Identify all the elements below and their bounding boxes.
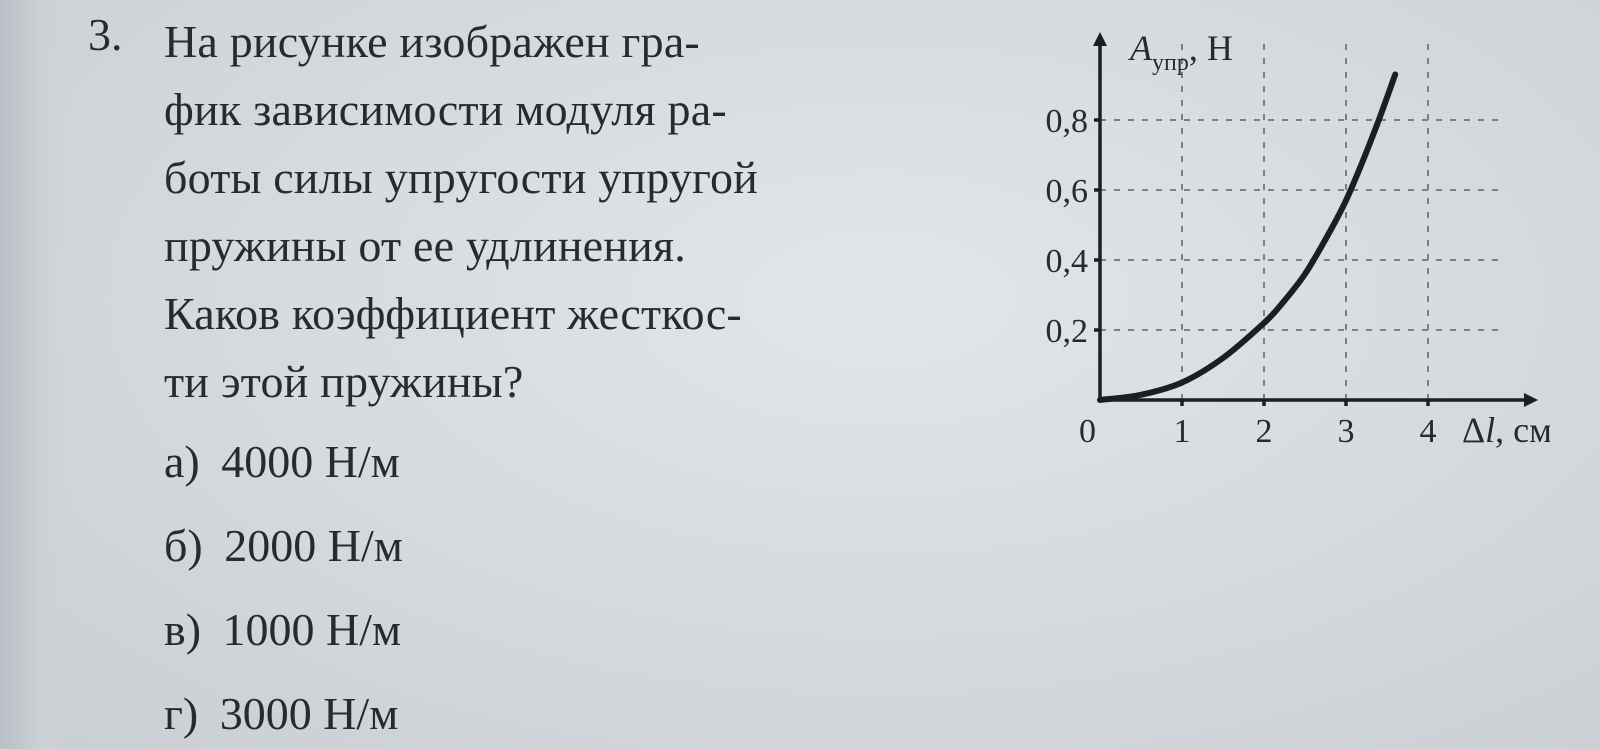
answer-label: г): [164, 688, 198, 739]
svg-text:0,4: 0,4: [1046, 243, 1089, 280]
svg-text:0: 0: [1079, 413, 1096, 450]
svg-text:0,8: 0,8: [1046, 103, 1089, 140]
answer-value: 4000 Н/м: [221, 436, 400, 487]
svg-text:2: 2: [1256, 413, 1273, 450]
answer-value: 1000 Н/м: [223, 604, 402, 655]
answer-option: в) 1000 Н/м: [164, 588, 403, 672]
answer-label: б): [164, 520, 203, 571]
svg-text:3: 3: [1338, 413, 1355, 450]
answer-option: б) 2000 Н/м: [164, 504, 403, 588]
svg-text:0,6: 0,6: [1046, 173, 1089, 210]
svg-text:1: 1: [1174, 413, 1191, 450]
chart-svg: 0,2 0,4 0,6 0,8 1 2 3 4 0 Aупр, Н Δl, см: [990, 10, 1550, 470]
answer-option: г) 3000 Н/м: [164, 672, 403, 749]
answer-label: в): [164, 604, 201, 655]
question-number: 3.: [88, 8, 123, 61]
answer-option: а) 4000 Н/м: [164, 420, 403, 504]
chart-container: 0,2 0,4 0,6 0,8 1 2 3 4 0 Aупр, Н Δl, см: [990, 10, 1550, 470]
svg-text:Aупр, Н: Aупр, Н: [1128, 28, 1233, 76]
svg-text:Δl, см: Δl, см: [1462, 410, 1550, 450]
question-text: На рисунке изображен гра-фик зависимости…: [164, 8, 984, 416]
answer-value: 3000 Н/м: [220, 688, 399, 739]
svg-text:4: 4: [1420, 413, 1437, 450]
answer-value: 2000 Н/м: [224, 520, 403, 571]
answer-label: а): [164, 436, 200, 487]
svg-text:0,2: 0,2: [1046, 313, 1089, 350]
answer-list: а) 4000 Н/м б) 2000 Н/м в) 1000 Н/м г) 3…: [164, 420, 403, 749]
